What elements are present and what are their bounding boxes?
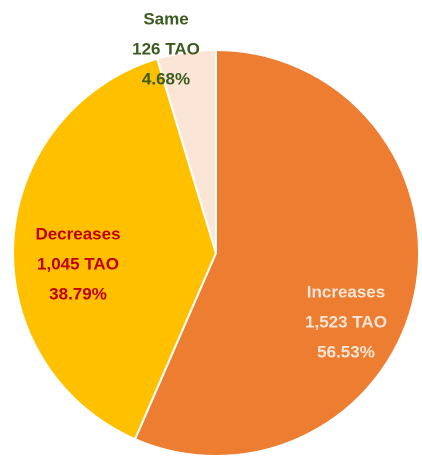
slice-percent: 56.53% [317,342,375,361]
slice-percent: 38.79% [49,284,107,303]
pie-slice [133,48,420,457]
slice-label: Same [143,9,188,28]
slice-amount: 1,045 TAO [37,254,119,273]
slice-label: Increases [307,282,385,301]
slice-label: Decreases [35,224,120,243]
pie-slice [12,57,218,441]
slice-amount: 126 TAO [132,39,200,58]
slice-amount: 1,523 TAO [305,312,387,331]
slice-percent: 4.68% [142,69,190,88]
pie-slice [155,48,217,254]
